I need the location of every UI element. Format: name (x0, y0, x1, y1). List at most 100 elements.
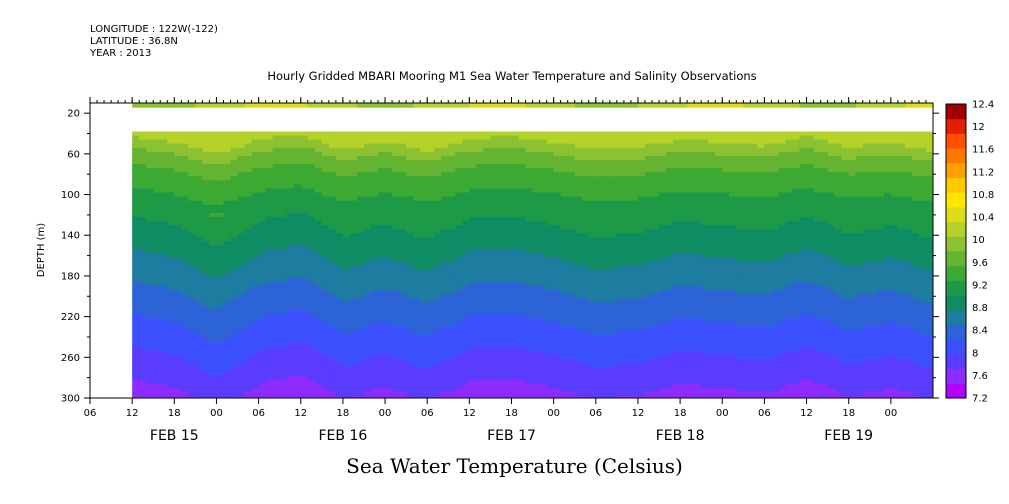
heatmap-cell (153, 322, 161, 328)
heatmap-cell (153, 237, 161, 242)
heatmap-cell (167, 351, 175, 356)
heatmap-cell (258, 351, 267, 356)
heatmap-cell (328, 261, 337, 267)
heatmap-cell (434, 347, 442, 352)
heatmap-cell (279, 200, 288, 206)
heatmap-cell (385, 196, 393, 202)
heatmap-cell (399, 383, 407, 389)
heatmap-cell (518, 168, 527, 173)
heatmap-cell (644, 286, 653, 291)
heatmap-cell (146, 192, 154, 198)
heatmap-cell (602, 151, 611, 157)
heatmap-cell (539, 318, 548, 324)
heatmap-cell (490, 379, 499, 385)
heatmap-cell (209, 159, 218, 165)
heatmap-cell (581, 330, 590, 336)
heatmap-cell (132, 176, 140, 181)
heatmap-cell (335, 387, 344, 393)
heatmap-cell (244, 269, 253, 275)
heatmap-cell (216, 139, 225, 145)
heatmap-cell (616, 155, 625, 161)
heatmap-cell (328, 143, 337, 149)
heatmap-cell (223, 164, 232, 169)
heatmap-cell (307, 351, 316, 356)
heatmap-cell (321, 379, 330, 385)
heatmap-cell (378, 139, 386, 145)
heatmap-cell (258, 155, 267, 161)
heatmap-cell (188, 347, 196, 352)
heatmap-cell (342, 261, 351, 267)
heatmap-cell (209, 131, 218, 137)
heatmap-cell (490, 159, 499, 165)
heatmap-cell (209, 290, 218, 295)
heatmap-cell (356, 139, 365, 145)
heatmap-cell (300, 347, 309, 352)
heatmap-cell (553, 257, 562, 263)
heatmap-cell (609, 395, 618, 398)
heatmap-cell (167, 196, 175, 202)
heatmap-cell (160, 176, 168, 181)
heatmap-cell (511, 257, 520, 263)
heatmap-cell (349, 347, 358, 352)
heatmap-cell (490, 347, 499, 352)
heatmap-cell (434, 375, 442, 381)
heatmap-cell (174, 253, 182, 259)
heatmap-cell (652, 253, 660, 259)
heatmap-cell (525, 253, 534, 259)
heatmap-cell (525, 233, 534, 238)
heatmap-cell (307, 225, 316, 230)
heatmap-cell (230, 334, 239, 340)
heatmap-cell (371, 326, 379, 332)
heatmap-cell (279, 395, 288, 398)
heatmap-cell (223, 139, 232, 145)
heatmap-cell (497, 249, 506, 255)
heatmap-cell (399, 269, 407, 275)
heatmap-cell (595, 306, 604, 312)
heatmap-cell (342, 347, 351, 352)
heatmap-cell (497, 363, 506, 369)
heatmap-cell (244, 184, 253, 190)
heatmap-cell (483, 294, 492, 299)
heatmap-cell (616, 383, 625, 389)
heatmap-cell (588, 233, 597, 238)
heatmap-cell (504, 204, 513, 210)
heatmap-cell (434, 302, 442, 308)
heatmap-cell (153, 371, 161, 377)
heatmap-cell (644, 330, 653, 336)
heatmap-cell (448, 326, 456, 332)
heatmap-cell (293, 196, 302, 202)
heatmap-cell (392, 371, 400, 377)
heatmap-cell (328, 298, 337, 303)
heatmap-cell (455, 164, 463, 169)
heatmap-cell (251, 135, 260, 141)
heatmap-cell (230, 212, 239, 218)
heatmap-cell (272, 330, 281, 336)
heatmap-cell (595, 343, 604, 348)
heatmap-cell (490, 273, 499, 279)
heatmap-cell (532, 245, 541, 251)
heatmap-cell (427, 237, 435, 242)
heatmap-cell (434, 180, 442, 185)
heatmap-cell (560, 103, 569, 108)
heatmap-cell (581, 290, 590, 295)
heatmap-cell (314, 355, 323, 360)
heatmap-cell (167, 306, 175, 312)
heatmap-cell (167, 269, 175, 275)
heatmap-cell (293, 159, 302, 165)
heatmap-cell (497, 131, 506, 137)
heatmap-cell (476, 261, 485, 267)
heatmap-cell (623, 245, 632, 251)
heatmap-cell (146, 155, 154, 161)
heatmap-cell (406, 212, 414, 218)
heatmap-cell (139, 216, 147, 222)
heatmap-cell (546, 221, 555, 226)
heatmap-cell (630, 176, 639, 181)
heatmap-cell (139, 257, 147, 263)
heatmap-cell (623, 387, 632, 393)
heatmap-cell (385, 294, 393, 299)
heatmap-cell (342, 180, 351, 185)
heatmap-cell (413, 282, 421, 287)
heatmap-cell (363, 143, 372, 149)
heatmap-cell (371, 139, 379, 145)
heatmap-cell (504, 363, 513, 369)
